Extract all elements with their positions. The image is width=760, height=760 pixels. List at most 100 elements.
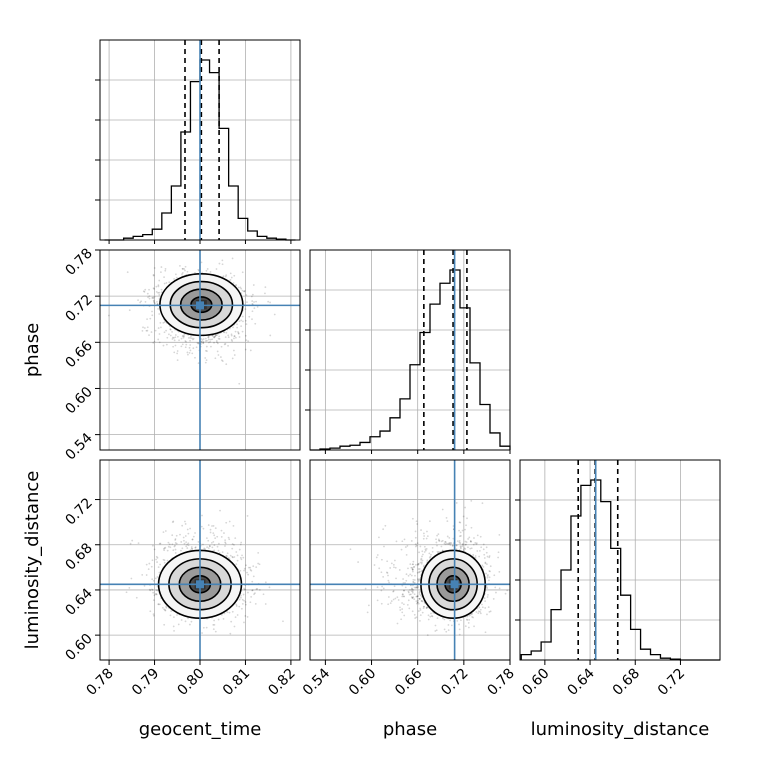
scatter-point [416, 571, 419, 574]
scatter-point [392, 590, 395, 593]
scatter-point [407, 574, 410, 577]
scatter-point [417, 580, 420, 583]
scatter-point [419, 607, 422, 610]
scatter-point [238, 598, 241, 601]
scatter-point [184, 620, 187, 623]
scatter-point [455, 502, 458, 504]
scatter-point [173, 278, 175, 280]
scatter-point [197, 362, 200, 365]
panel-frame [309, 459, 511, 661]
marginal-panel-phase [305, 249, 511, 451]
scatter-point [485, 546, 488, 549]
scatter-point [418, 568, 421, 570]
scatter-point [494, 586, 497, 589]
scatter-point [186, 351, 189, 354]
x-tick-label-geocent_time: 0.82 [265, 666, 298, 699]
scatter-point [392, 563, 395, 566]
scatter-point [163, 608, 166, 611]
scatter-point [220, 536, 223, 538]
scatter-point [466, 619, 469, 621]
scatter-point [214, 335, 216, 338]
scatter-point [230, 276, 233, 279]
scatter-point [224, 545, 226, 547]
scatter-point [483, 553, 486, 556]
scatter-point [143, 290, 146, 293]
scatter-point [230, 333, 233, 336]
scatter-point [394, 597, 397, 600]
scatter-point [469, 540, 472, 543]
scatter-point [231, 357, 234, 360]
scatter-point [367, 604, 370, 607]
scatter-point [485, 563, 488, 566]
scatter-point [412, 581, 415, 584]
x-tick-label-geocent_time: 0.79 [129, 666, 162, 699]
scatter-point [174, 544, 176, 547]
scatter-point [246, 616, 249, 618]
scatter-point [151, 578, 154, 581]
scatter-point [257, 562, 260, 565]
scatter-point [171, 338, 174, 340]
scatter-point [149, 317, 152, 320]
scatter-point [213, 623, 216, 626]
scatter-point [468, 618, 471, 621]
scatter-point [165, 282, 168, 284]
scatter-point [267, 300, 270, 303]
scatter-point [227, 336, 230, 339]
scatter-point [378, 536, 380, 539]
scatter-point [416, 563, 419, 566]
scatter-point [418, 597, 421, 600]
scatter-point [212, 532, 215, 535]
scatter-point [459, 521, 462, 524]
scatter-point [167, 545, 170, 548]
scatter-point [207, 341, 210, 344]
scatter-point [464, 506, 467, 509]
scatter-point [158, 571, 161, 574]
scatter-point [220, 529, 223, 532]
scatter-point [162, 344, 165, 347]
scatter-point [221, 551, 224, 554]
scatter-point [223, 532, 225, 534]
scatter-point [465, 541, 468, 544]
scatter-point [438, 550, 440, 553]
scatter-point [478, 606, 481, 609]
scatter-point [202, 626, 205, 629]
scatter-point [408, 593, 411, 596]
scatter-point [173, 629, 175, 632]
scatter-point [446, 535, 449, 538]
scatter-point [189, 344, 192, 346]
scatter-point [467, 626, 470, 629]
scatter-point [197, 541, 200, 543]
scatter-point [169, 334, 172, 337]
scatter-point [174, 542, 177, 544]
scatter-point [425, 537, 428, 540]
scatter-point [412, 566, 415, 569]
scatter-point [392, 598, 395, 601]
scatter-point [182, 536, 185, 539]
scatter-point [398, 569, 401, 571]
scatter-point [148, 288, 150, 291]
scatter-point [249, 601, 252, 604]
scatter-point [252, 565, 255, 568]
scatter-point [240, 558, 243, 561]
scatter-point [397, 599, 400, 601]
scatter-point [228, 520, 231, 523]
scatter-point [387, 596, 390, 598]
scatter-point [382, 587, 385, 590]
scatter-point [241, 602, 244, 605]
scatter-point [463, 547, 466, 550]
scatter-point [243, 567, 246, 570]
scatter-point [488, 576, 491, 579]
scatter-point [411, 568, 414, 571]
scatter-point [236, 323, 238, 326]
scatter-point [486, 555, 489, 558]
scatter-point [180, 337, 183, 340]
scatter-point [169, 614, 172, 617]
scatter-point [160, 288, 163, 291]
scatter-point [158, 293, 161, 296]
y-tick-label-phase: 0.60 [62, 384, 95, 417]
scatter-point [479, 612, 482, 615]
scatter-point [273, 313, 276, 316]
scatter-point [427, 618, 430, 621]
scatter-point [403, 589, 405, 592]
scatter-point [489, 565, 492, 568]
